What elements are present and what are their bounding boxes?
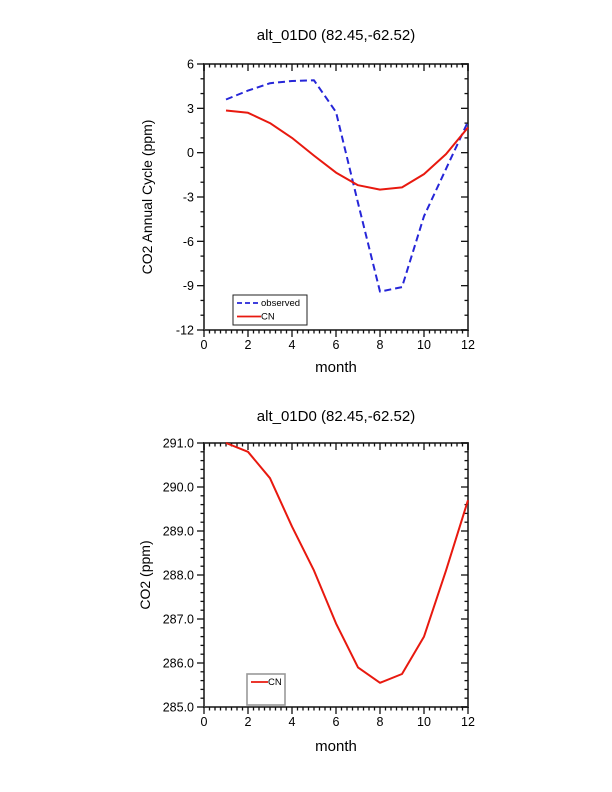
- y-tick-label: 286.0: [163, 657, 194, 671]
- plot-frame: [203, 63, 469, 331]
- x-tick-label: 10: [417, 715, 431, 729]
- legend-label-CN: CN: [268, 677, 282, 688]
- x-tick-label: 6: [333, 715, 340, 729]
- y-tick-label: 6: [187, 58, 194, 72]
- x-tick-label: 12: [461, 338, 475, 352]
- y-tick-label: -12: [176, 324, 194, 338]
- y-tick-label: 3: [187, 102, 194, 116]
- x-tick-label: 4: [289, 715, 296, 729]
- series-observed: [225, 79, 469, 293]
- y-tick-label: 288.0: [163, 569, 194, 583]
- y-tick-label: -9: [183, 279, 194, 293]
- x-axis-label: month: [315, 359, 357, 376]
- x-tick-label: 6: [333, 338, 340, 352]
- x-tick-label: 8: [377, 338, 384, 352]
- y-tick-label: 290.0: [163, 481, 194, 495]
- y-axis-label: CO2 (ppm): [137, 540, 153, 609]
- y-tick-label: 289.0: [163, 525, 194, 539]
- co2-concentration-chart: 0 2 4 6 8 10 12 291.0 290.0 289.0 288.0 287.0 286.0 2…: [137, 408, 475, 755]
- co2-annual-cycle-chart: 0 2 4 6 8 10 12 6 3 0 -3 -6 -9 -12 alt_01D0 (82.45,-62…: [139, 27, 475, 376]
- chart-title: alt_01D0 (82.45,-62.52): [257, 27, 415, 44]
- y-tick-label: 287.0: [163, 613, 194, 627]
- x-tick-label: 12: [461, 715, 475, 729]
- x-tick-label: 0: [201, 715, 208, 729]
- y-tick-label: 285.0: [163, 701, 194, 715]
- y-tick-label: 0: [187, 146, 194, 160]
- y-tick-label: -3: [183, 191, 194, 205]
- legend-box: [232, 294, 308, 326]
- x-tick-label: 10: [417, 338, 431, 352]
- y-tick-label: 291.0: [163, 437, 194, 451]
- chart-title: alt_01D0 (82.45,-62.52): [257, 408, 415, 425]
- x-tick-label: 4: [289, 338, 296, 352]
- y-tick-label: -6: [183, 235, 194, 249]
- x-axis-label: month: [315, 738, 357, 755]
- legend-box: [246, 673, 286, 706]
- x-tick-label: 2: [245, 338, 252, 352]
- y-axis-label: CO2 Annual Cycle (ppm): [139, 120, 155, 275]
- plot-frame: [203, 442, 469, 708]
- x-tick-label: 8: [377, 715, 384, 729]
- series-CN: [225, 109, 469, 191]
- series-CN: [225, 442, 469, 684]
- legend-label-observed: observed: [261, 298, 300, 309]
- x-tick-label: 0: [201, 338, 208, 352]
- legend-label-CN: CN: [261, 312, 275, 323]
- x-tick-label: 2: [245, 715, 252, 729]
